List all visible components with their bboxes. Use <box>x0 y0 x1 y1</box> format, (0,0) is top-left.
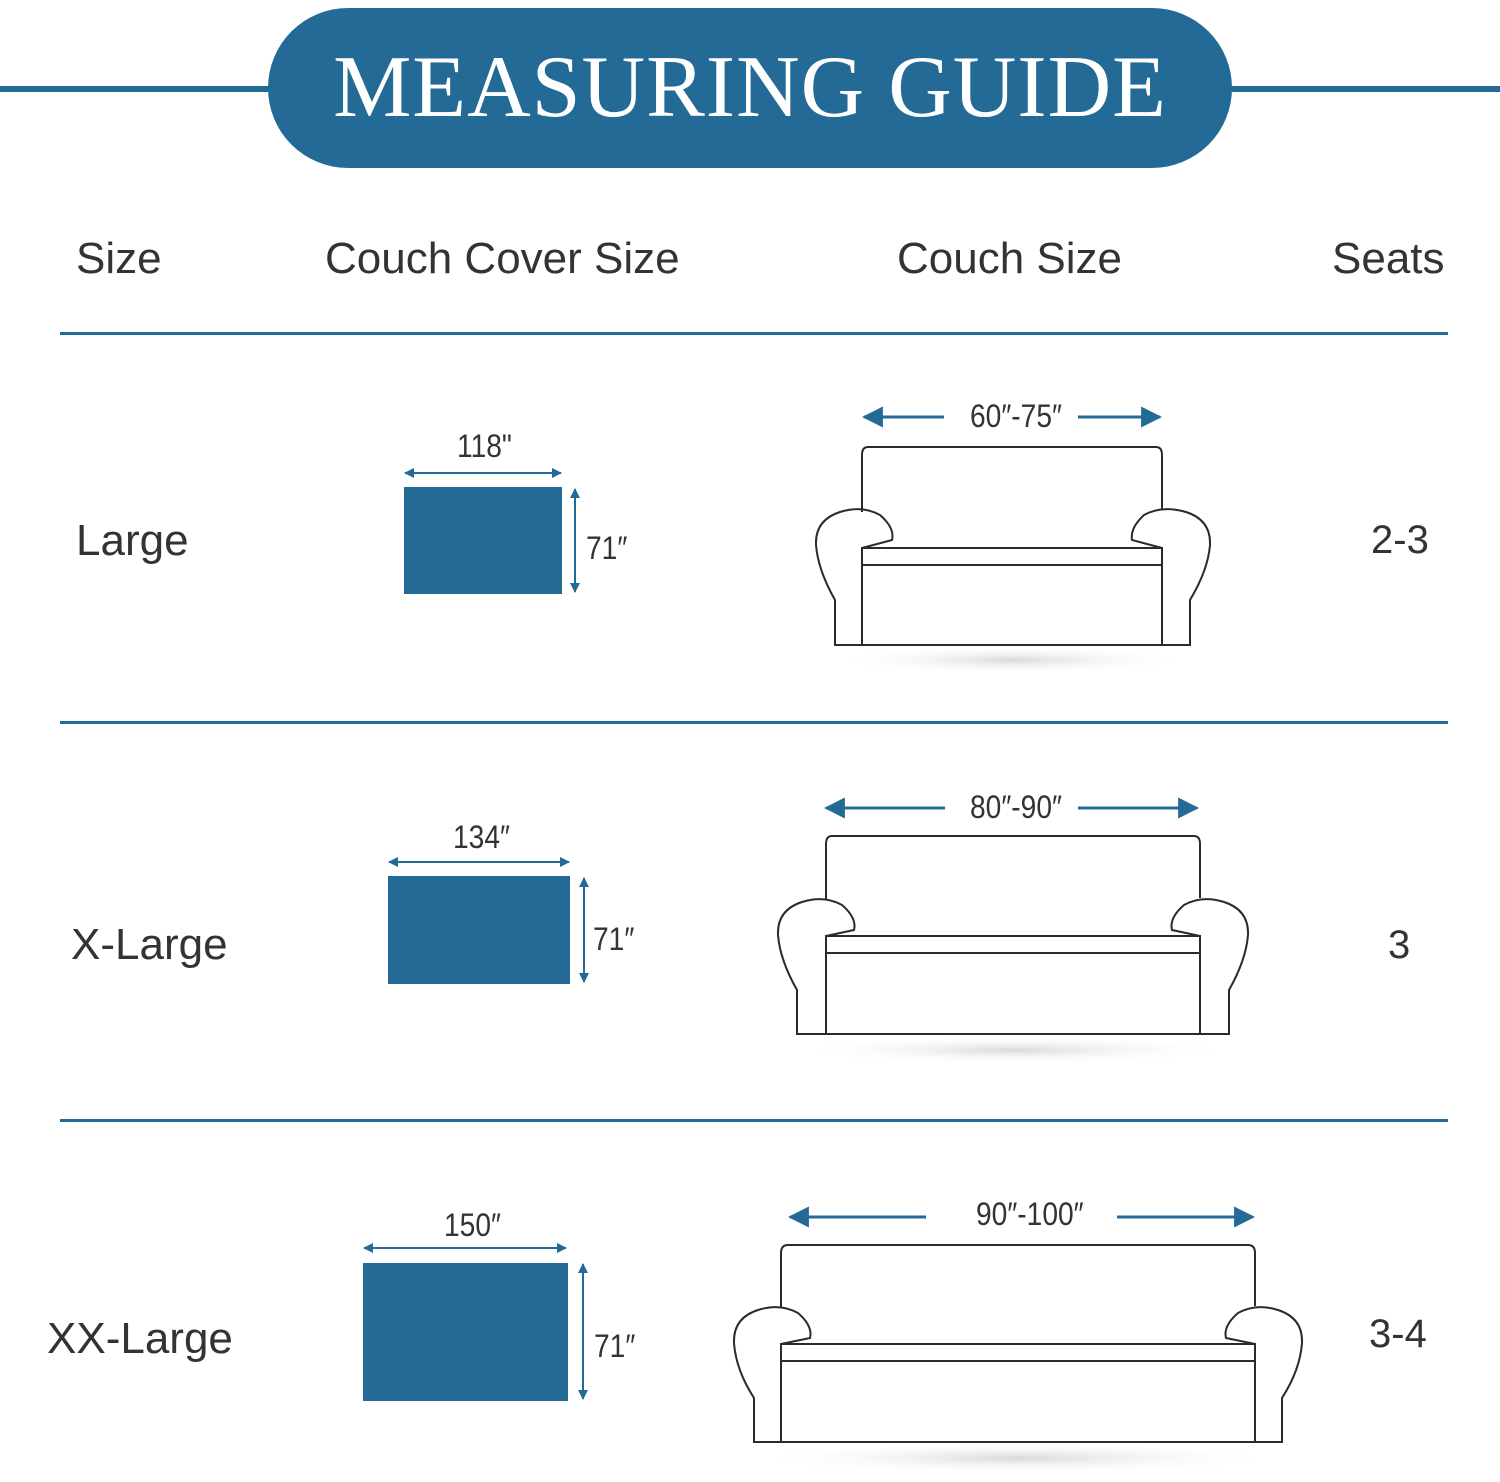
couch-size-xx-large: 90″-100″ <box>976 1196 1084 1232</box>
cover-width-x-large: 134″ <box>453 819 510 855</box>
cover-swatch-xx-large <box>363 1263 568 1401</box>
cover-width-xx-large: 150″ <box>444 1207 501 1243</box>
couch-size-x-large: 80″-90″ <box>970 789 1062 825</box>
cover-swatch-large <box>404 487 562 594</box>
cover-diagram-large <box>404 468 580 593</box>
title-banner: MEASURING GUIDE <box>268 8 1232 168</box>
sofa-icon-xx-large <box>732 1206 1304 1474</box>
seats-xx-large: 3-4 <box>1369 1312 1427 1356</box>
header-couch-size: Couch Size <box>897 234 1123 283</box>
divider <box>60 1119 1448 1122</box>
header-cover-size: Couch Cover Size <box>325 234 680 283</box>
cover-height-x-large: 71″ <box>593 921 635 957</box>
divider <box>60 721 1448 724</box>
sofa-icon-large <box>814 406 1212 674</box>
size-label-large: Large <box>76 516 189 565</box>
seats-large: 2-3 <box>1371 518 1429 562</box>
cover-swatch-x-large <box>388 876 570 984</box>
size-label-x-large: X-Large <box>71 920 228 969</box>
couch-size-large: 60″-75″ <box>970 398 1062 434</box>
sofa-icon-x-large <box>776 797 1250 1064</box>
divider <box>60 332 1448 335</box>
title-line-right <box>1210 86 1500 92</box>
seats-x-large: 3 <box>1388 923 1411 967</box>
cover-diagram-xx-large <box>363 1243 588 1400</box>
size-label-xx-large: XX-Large <box>47 1314 233 1363</box>
header-size: Size <box>76 234 162 283</box>
title-line-left <box>0 86 290 92</box>
cover-height-large: 71″ <box>586 530 628 566</box>
page-title: MEASURING GUIDE <box>333 39 1167 136</box>
cover-width-large: 118" <box>457 428 512 464</box>
header-seats: Seats <box>1332 234 1445 283</box>
cover-diagram-x-large <box>388 857 589 983</box>
cover-height-xx-large: 71″ <box>594 1328 636 1364</box>
